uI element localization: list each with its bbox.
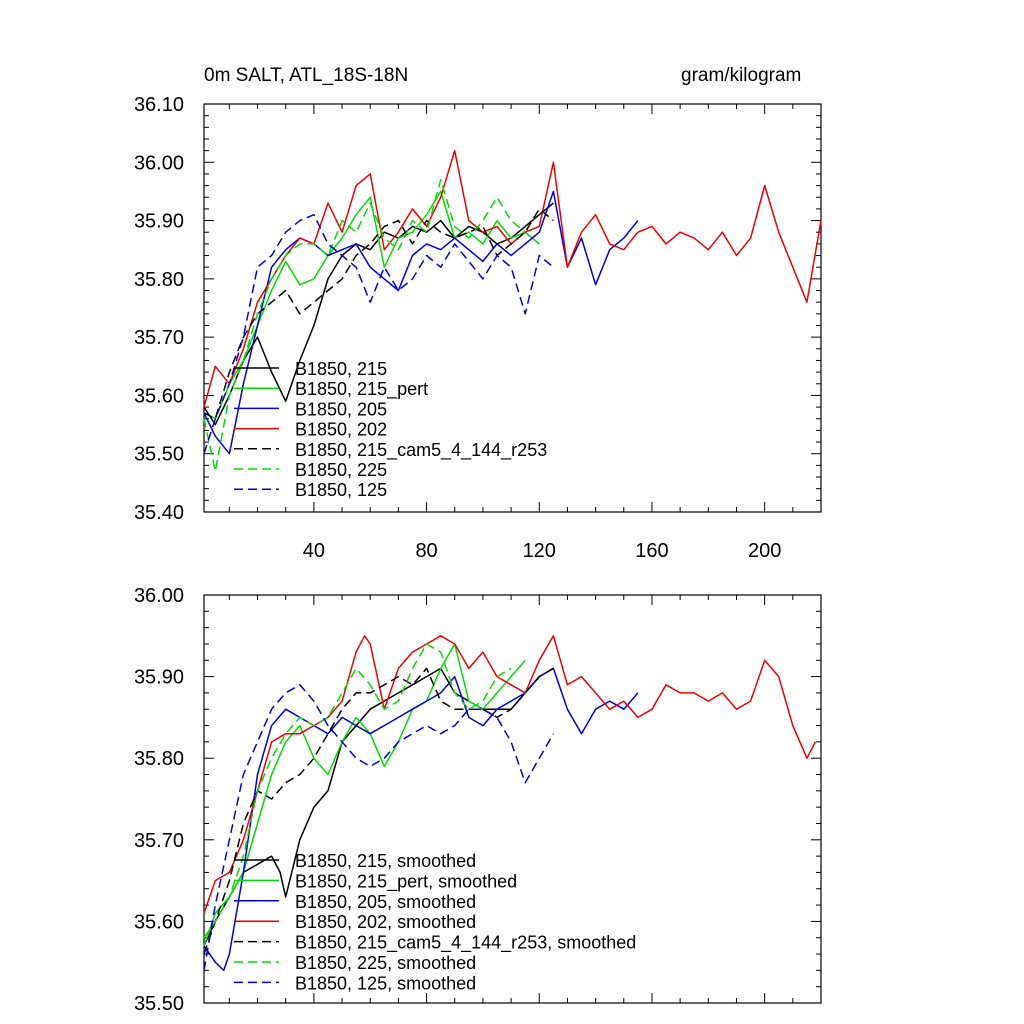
legend-label: B1850, 202 <box>295 420 387 440</box>
series-line-6 <box>203 179 526 472</box>
y-tick-label: 35.60 <box>134 911 184 933</box>
y-tick-label: 35.70 <box>134 830 184 852</box>
series-line-5 <box>203 208 554 420</box>
y-tick-label: 35.80 <box>134 748 184 770</box>
y-tick-label: 36.00 <box>134 585 184 607</box>
plot-frame <box>203 594 822 1004</box>
chart-panel-2: 35.50 35.60 35.70 35.80 35.90 36.00 B1850, 215… <box>134 585 822 1015</box>
y-tick-label: 35.90 <box>134 667 184 689</box>
series-line-2 <box>203 643 526 947</box>
x-tick-label: 160 <box>635 540 668 562</box>
x-tick-label: 120 <box>523 540 556 562</box>
series-line-4 <box>203 635 817 914</box>
legend-label: B1850, 225, smoothed <box>295 953 476 973</box>
legend-label: B1850, 215, smoothed <box>295 851 476 871</box>
plot-frame <box>203 103 822 513</box>
series-line-7 <box>203 213 554 454</box>
y-tick-label: 35.80 <box>134 269 184 291</box>
legend-label: B1850, 215 <box>295 359 387 379</box>
chart-title-left: 0m SALT, ATL_18S-18N <box>204 65 409 86</box>
series-line-5 <box>203 667 554 955</box>
legend-label: B1850, 205, smoothed <box>295 892 476 912</box>
y-tick-label: 36.10 <box>134 94 184 116</box>
legend-label: B1850, 125, smoothed <box>295 973 476 993</box>
y-tick-label: 35.70 <box>134 327 184 349</box>
y-tick-label: 35.60 <box>134 385 184 407</box>
series-line-3 <box>203 667 639 972</box>
legend-label: B1850, 215_pert, smoothed <box>295 871 517 892</box>
legend-label: B1850, 225 <box>295 460 387 480</box>
series-line-1 <box>203 202 554 426</box>
legend-label: B1850, 202, smoothed <box>295 912 476 932</box>
y-tick-label: 35.50 <box>134 993 184 1015</box>
x-tick-label: 200 <box>748 540 781 562</box>
y-tick-label: 35.40 <box>134 502 184 524</box>
legend-label: B1850, 215_cam5_4_144_r253 <box>295 440 547 461</box>
y-tick-label: 35.50 <box>134 444 184 466</box>
chart-panel-1: 35.40 35.50 35.60 35.70 35.80 35.90 36.00 36.10… <box>134 94 822 562</box>
legend-label: B1850, 125 <box>295 480 387 500</box>
x-tick-label: 40 <box>303 540 325 562</box>
legend-label: B1850, 215_cam5_4_144_r253, smoothed <box>295 933 636 954</box>
x-tick-label: 80 <box>415 540 437 562</box>
series-line-1 <box>203 667 554 947</box>
series-line-7 <box>203 684 555 971</box>
y-tick-label: 36.00 <box>134 152 184 174</box>
chart-title-units: gram/kilogram <box>681 65 802 86</box>
y-tick-label: 35.90 <box>134 211 184 233</box>
legend-label: B1850, 215_pert <box>295 379 428 400</box>
legend-label: B1850, 205 <box>295 399 387 419</box>
